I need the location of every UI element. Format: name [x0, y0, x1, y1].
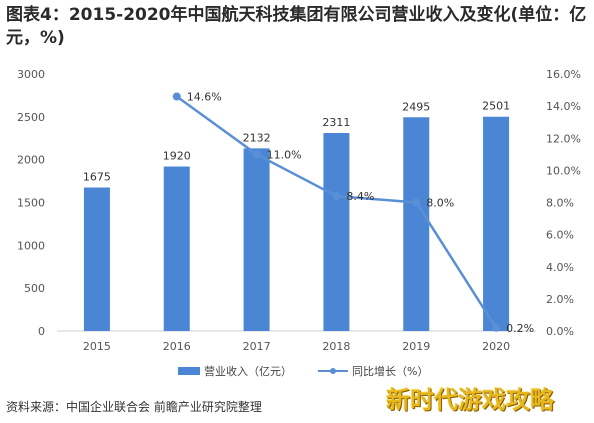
combo-chart: 0 500 1000 1500 2000 2500 3000 0.0% 2.0% 4.0% 6.0%…	[17, 68, 581, 353]
legend-item-growth: 同比增长（%）	[318, 363, 428, 379]
legend-label-revenue: 营业收入（亿元）	[204, 365, 292, 378]
x-tick-label: 2018	[322, 340, 350, 353]
y-right-tick-label: 4.0%	[546, 261, 574, 274]
y-right-tick-label: 14.0%	[546, 100, 581, 113]
bar	[243, 148, 270, 331]
legend-bar-swatch	[178, 367, 200, 375]
bar	[403, 117, 430, 332]
x-tick-label: 2015	[83, 340, 111, 353]
bar	[163, 166, 190, 331]
x-tick-label: 2017	[243, 340, 271, 353]
growth-point	[252, 150, 261, 159]
legend-item-revenue: 营业收入（亿元）	[178, 363, 292, 379]
y-right-tick-label: 16.0%	[546, 68, 581, 81]
y-right-tick-label: 12.0%	[546, 132, 581, 145]
y-right-tick-label: 6.0%	[546, 229, 574, 242]
x-tick-label: 2019	[402, 340, 430, 353]
growth-point	[332, 192, 341, 201]
legend: 营业收入（亿元） 同比增长（%）	[0, 363, 594, 383]
legend-label-growth: 同比增长（%）	[352, 365, 429, 378]
y-left-tick-label: 500	[24, 282, 45, 295]
bar	[83, 187, 110, 331]
y-left-tick-label: 2500	[17, 111, 45, 124]
bar	[483, 116, 510, 331]
bar-value-label: 1675	[83, 171, 111, 184]
brand-watermark: 新时代游戏攻略	[386, 385, 554, 414]
growth-point	[412, 198, 421, 207]
growth-value-label: 8.4%	[346, 190, 374, 203]
bar-value-label: 2132	[243, 131, 271, 144]
y-right-tick-label: 2.0%	[546, 293, 574, 306]
y-left-tick-label: 2000	[17, 154, 45, 167]
legend-line-swatch	[318, 366, 348, 376]
x-tick-label: 2016	[163, 340, 191, 353]
y-left-tick-label: 1500	[17, 197, 45, 210]
y-right-tick-label: 10.0%	[546, 164, 581, 177]
bar	[323, 133, 350, 331]
bar-value-label: 2501	[482, 100, 510, 113]
growth-value-label: 8.0%	[426, 197, 454, 210]
x-tick-label: 2020	[482, 340, 510, 353]
y-left-tick-label: 0	[38, 325, 45, 338]
growth-point	[492, 323, 501, 332]
growth-value-label: 14.6%	[187, 90, 222, 103]
chart-title: 图表4：2015-2020年中国航天科技集团有限公司营业收入及变化(单位：亿元，…	[6, 5, 587, 48]
bar-value-label: 1920	[163, 150, 191, 163]
y-left-tick-label: 1000	[17, 239, 45, 252]
growth-value-label: 0.2%	[506, 322, 534, 335]
growth-point	[172, 92, 181, 101]
source-note: 资料来源：中国企业联合会 前瞻产业研究院整理	[6, 400, 262, 414]
bar-value-label: 2311	[322, 116, 350, 129]
y-right-tick-label: 8.0%	[546, 197, 574, 210]
growth-value-label: 11.0%	[267, 148, 302, 161]
bar-value-label: 2495	[402, 100, 430, 113]
y-right-tick-label: 0.0%	[546, 325, 574, 338]
y-left-tick-label: 3000	[17, 68, 45, 81]
